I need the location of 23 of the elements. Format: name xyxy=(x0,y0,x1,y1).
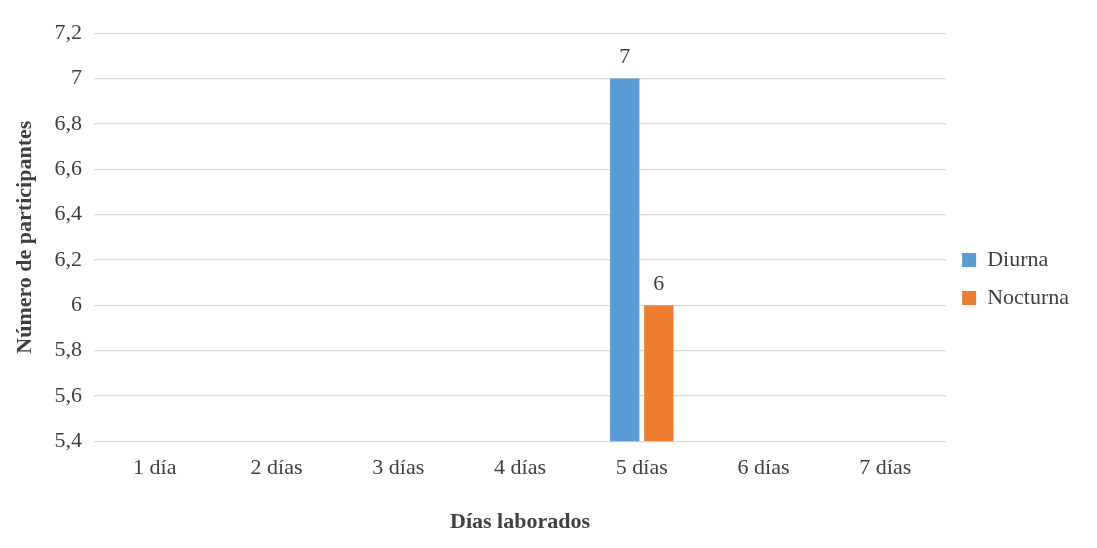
y-tick-label: 6,8 xyxy=(54,109,82,135)
y-tick-label: 6,6 xyxy=(54,154,82,180)
y-tick-label: 7,2 xyxy=(54,18,82,44)
x-tick-label: 6 días xyxy=(737,454,790,480)
y-tick-label: 6,2 xyxy=(54,245,82,271)
data-label: 7 xyxy=(619,43,631,69)
y-axis-title: Número de participantes xyxy=(10,120,36,354)
x-tick-label: 1 día xyxy=(133,454,177,480)
legend-label: Diurna xyxy=(987,245,1049,271)
x-tick-label: 4 días xyxy=(494,454,546,480)
data-label: 6 xyxy=(653,269,665,295)
x-tick-label: 2 días xyxy=(250,454,303,480)
x-tick-label: 3 días xyxy=(372,454,425,480)
y-tick-label: 7 xyxy=(70,64,82,90)
y-tick-label: 5,4 xyxy=(54,426,82,452)
x-axis-title: Días laborados xyxy=(450,508,591,534)
y-tick-label: 6 xyxy=(70,290,82,316)
x-tick-label: 5 días xyxy=(615,454,668,480)
y-tick-label: 5,6 xyxy=(54,381,82,407)
legend-label: Nocturna xyxy=(987,283,1070,309)
y-tick-label: 6,4 xyxy=(54,200,82,226)
y-tick-label: 5,8 xyxy=(54,336,82,362)
x-tick-label: 7 días xyxy=(859,454,912,480)
